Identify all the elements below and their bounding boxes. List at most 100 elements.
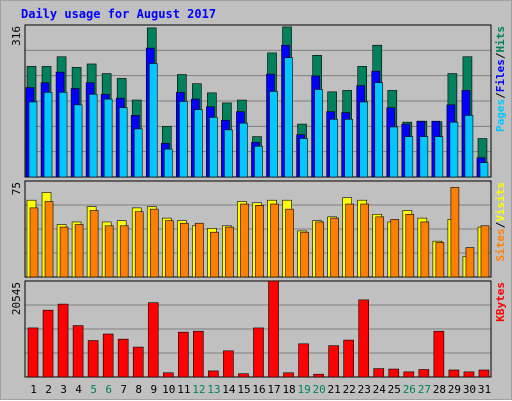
bottom-legend-item: KBytes [494,282,507,322]
kbytes-bar [253,327,264,378]
pages-bar [434,136,444,178]
kbytes-bar [313,373,324,378]
middle-legend-item: / [494,221,507,228]
pages-bar [43,92,53,178]
sites-bar [74,224,84,278]
kbytes-bar [178,331,189,378]
pages-bar [88,93,98,178]
sites-bar [255,205,264,278]
pages-bar [374,82,384,178]
sites-bar [210,231,219,278]
pages-bar [58,92,68,178]
pages-bar [329,118,338,178]
pages-bar [224,129,233,178]
pages-bar [404,136,414,178]
sites-bar [119,225,129,278]
pages-bar [314,89,323,178]
x-tick-label: 1 [30,383,37,396]
sites-bar [240,203,249,278]
x-tick-label: 13 [207,383,220,396]
pages-bar [254,145,263,178]
top-legend-item: Hits [494,26,507,53]
kbytes-bar [433,330,445,378]
x-tick-label: 9 [150,383,157,396]
x-tick-label: 5 [90,383,97,396]
pages-bar [209,117,218,178]
kbytes-bar [223,350,234,378]
x-tick-label: 6 [105,383,112,396]
x-tick-label: 27 [418,383,431,396]
kbytes-bar [268,280,279,378]
x-tick-label: 4 [75,383,82,396]
sites-bar [390,219,400,278]
sites-bar [270,203,279,278]
top-legend-item: / [494,92,507,99]
pages-bar [73,104,83,178]
sites-bar [225,226,234,278]
pages-bar [479,162,489,178]
sites-bar [134,211,144,278]
middle-legend-item: Sites [494,228,507,261]
x-tick-label: 3 [60,383,67,396]
kbytes-bar [162,372,174,378]
middle-legend: Sites/Visits [494,182,507,262]
x-tick-label: 29 [448,383,461,396]
pages-bar [163,148,173,178]
x-tick-label: 16 [252,383,265,396]
x-tick-label: 11 [177,383,190,396]
top-legend-item: Pages [494,99,507,132]
top-legend-item: / [494,52,507,59]
kbytes-bar [298,343,309,378]
sites-bar [149,208,159,278]
pages-bar [464,115,474,178]
kbytes-bar [238,373,249,378]
pages-bar [284,57,293,178]
pages-bar [194,109,203,178]
x-tick-label: 20 [313,383,326,396]
x-tick-label: 21 [328,383,341,396]
x-tick-label: 26 [403,383,416,396]
x-tick-label: 23 [358,383,371,396]
x-tick-label: 22 [343,383,356,396]
x-tick-label: 8 [135,383,142,396]
sites-bar [164,220,174,278]
sites-bar [450,187,460,278]
sites-bar [285,208,294,278]
sites-bar [195,222,204,278]
kbytes-bar [358,299,370,378]
sites-bar [330,217,339,278]
pages-bar [269,91,278,178]
pages-bar [449,121,459,178]
chart-title: Daily usage for August 2017 [21,7,217,21]
bottom-legend: KBytes [494,282,507,322]
x-tick-label: 28 [433,383,446,396]
kbytes-bar [147,302,159,378]
x-tick-label: 25 [388,383,401,396]
kbytes-bar [418,369,430,378]
sites-bar [435,242,445,278]
x-tick-label: 7 [120,383,127,396]
sites-bar [44,201,54,278]
x-tick-label: 30 [463,383,476,396]
x-tick-label: 2 [45,383,52,396]
middle-legend-item: Visits [494,182,507,222]
pages-bar [28,101,38,178]
kbytes-bar [102,333,114,378]
kbytes-bar [57,303,69,378]
sites-bar [375,216,385,278]
sites-bar [89,210,99,278]
top-legend-item: Files [494,59,507,92]
pages-bar [419,136,429,178]
middle-max-label: 75 [10,182,23,195]
kbytes-bar [132,346,144,378]
top-legend: Pages/Files/Hits [494,26,507,132]
pages-bar [103,98,113,178]
sites-bar [104,225,114,278]
x-tick-label: 18 [282,383,295,396]
kbytes-bar [193,330,204,378]
kbytes-bar [42,309,54,378]
pages-bar [133,128,143,178]
pages-bar [299,138,308,178]
